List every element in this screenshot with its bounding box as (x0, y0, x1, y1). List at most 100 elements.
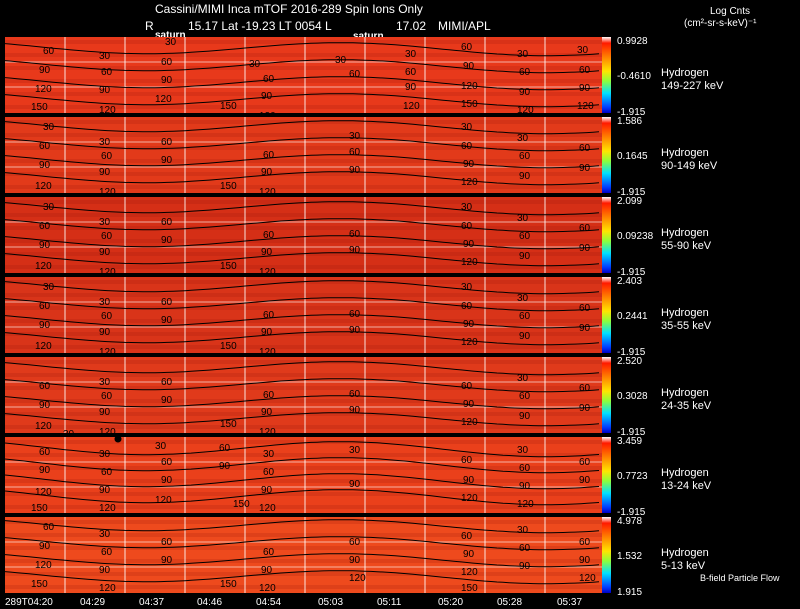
contour-label: 150 (31, 503, 48, 513)
contour-label: 30 (99, 529, 111, 540)
coords-line: 15.17 Lat -19.23 LT 0054 L (188, 19, 332, 33)
contour-label: 120 (259, 347, 276, 353)
colorbar-2 (602, 117, 611, 193)
contour-line (5, 93, 600, 108)
contour-label: 60 (161, 217, 173, 228)
x-tick-label: 04:37 (139, 597, 165, 608)
contour-label: 60 (39, 221, 51, 232)
colorbar-mid-value: 0.7723 (617, 471, 648, 482)
contour-label: 90 (463, 159, 475, 170)
contour-label: 90 (349, 245, 361, 256)
contour-label: 120 (461, 257, 478, 268)
contour-label: 120 (259, 111, 276, 113)
contour-label: 60 (263, 150, 275, 161)
heatmap-band (5, 226, 602, 230)
heatmap-band (5, 572, 602, 576)
contour-label: 60 (101, 311, 113, 322)
spectrogram-panel-5: 60 90 120 30 60 90 120 60 90 150 60 90 120 60 90 60 90 12… (5, 357, 612, 433)
heatmap-band (5, 345, 602, 349)
contour-label: 60 (101, 151, 113, 162)
contour-label: 60 (39, 301, 51, 312)
contour-label: 90 (39, 320, 51, 331)
contour-label: 30 (517, 293, 529, 304)
contour-line (5, 235, 600, 250)
contour-label: 60 (101, 231, 113, 242)
spectrogram-svg-2: 30 60 90 120 30 60 90 120 60 90 150 60 90 120 30 60 90 30… (5, 117, 602, 193)
contour-label: 60 (461, 531, 473, 542)
panel-species-label: Hydrogen 35-55 keV (661, 307, 711, 333)
contour-label: 60 (519, 543, 531, 554)
contour-label: 120 (461, 81, 478, 92)
contour-label: 90 (519, 171, 531, 182)
colorbar-3 (602, 197, 611, 273)
contour-label: 120 (35, 181, 52, 192)
heatmap-band (5, 585, 602, 589)
contour-label: 90 (161, 75, 173, 86)
contour-label: 60 (579, 383, 591, 394)
colorbar-mid-value: 0.3028 (617, 391, 648, 402)
colorbar-min-value: -1.915 (617, 347, 646, 358)
spectrogram-panel-4: 30 60 90 120 30 60 90 120 60 90 150 60 90 120 60 90 30 60… (5, 277, 612, 353)
contour-label: 90 (463, 239, 475, 250)
energy-range: 5-13 keV (661, 560, 706, 572)
contour-label: 120 (35, 84, 52, 95)
heatmap-background (5, 357, 602, 433)
contour-label: 30 (517, 213, 529, 224)
species-name: Hydrogen (661, 467, 709, 479)
energy-range: 13-24 keV (661, 480, 712, 492)
x-tick-label: 05:11 (377, 597, 402, 608)
contour-label: 60 (579, 457, 591, 468)
contour-label: 120 (461, 417, 478, 428)
heatmap-band (5, 466, 602, 470)
spectrogram-svg-5: 60 90 120 30 60 90 120 60 90 150 60 90 120 60 90 60 90 12… (5, 357, 602, 433)
heatmap-band (5, 239, 602, 243)
colorbar-title-line1: Log Cnts (710, 6, 751, 17)
contour-label: 120 (99, 583, 116, 593)
contour-label: 90 (579, 475, 591, 486)
contour-label: 90 (405, 82, 417, 93)
contour-line (5, 154, 600, 169)
contour-label: 60 (101, 467, 113, 478)
contour-label: 90 (463, 475, 475, 486)
panel-species-label: Hydrogen 149-227 keV (661, 67, 723, 93)
contour-label: 120 (461, 493, 478, 504)
contour-label: 30 (517, 445, 529, 456)
contour-label: 60 (579, 65, 591, 76)
contour-label: 90 (519, 411, 531, 422)
contour-label: 150 (220, 419, 237, 430)
contour-label: 90 (349, 325, 361, 336)
contour-label: 90 (161, 315, 173, 326)
contour-label: 60 (263, 547, 275, 558)
contour-label: 60 (219, 443, 231, 454)
contour-label: 90 (261, 167, 273, 178)
contour-label: 60 (161, 377, 173, 388)
contour-label: 30 (517, 133, 529, 144)
heatmap-band (5, 146, 602, 150)
x-tick-label: 05:37 (557, 597, 583, 608)
colorbar-max-value: 0.9928 (617, 36, 648, 47)
contour-line (5, 137, 600, 152)
contour-label: 150 (220, 341, 237, 352)
colorbar-min-value: -1.915 (617, 267, 646, 278)
colorbar-max-value: 2.520 (617, 356, 643, 367)
contour-label: 120 (259, 187, 276, 193)
plot-title: Cassini/MIMI Inca mTOF 2016-289 Spin Ion… (155, 2, 423, 16)
contour-label: 90 (519, 251, 531, 262)
contour-label: 90 (161, 235, 173, 246)
contour-label: 120 (99, 187, 116, 193)
contour-label: 90 (519, 481, 531, 492)
contour-label: 60 (263, 310, 275, 321)
contour-label: 90 (39, 465, 51, 476)
contour-label: 30 (517, 373, 529, 384)
contour-label: 60 (519, 67, 531, 78)
contour-label: 30 (155, 441, 167, 452)
heatmap-band (5, 265, 602, 269)
contour-label: 90 (579, 555, 591, 566)
panel-species-label: Hydrogen 13-24 keV (661, 467, 711, 493)
contour-line (5, 536, 600, 551)
contour-label: 60 (161, 57, 173, 68)
energy-range: 149-227 keV (661, 80, 724, 92)
contour-label: 150 (31, 579, 48, 590)
contour-label: 30 (405, 49, 417, 60)
contour-label: 90 (99, 247, 111, 258)
